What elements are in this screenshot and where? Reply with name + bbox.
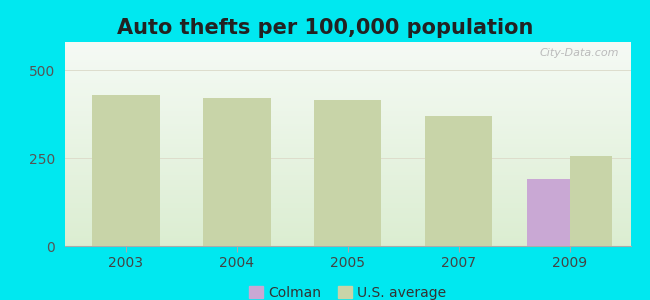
Bar: [65, 103, 630, 106]
Bar: [65, 70, 630, 73]
Bar: [65, 57, 630, 60]
Bar: [65, 52, 630, 55]
Bar: [65, 197, 630, 200]
Bar: [65, 95, 630, 98]
Bar: [65, 73, 630, 75]
Bar: [65, 131, 630, 134]
Bar: [65, 88, 630, 90]
Bar: [65, 78, 630, 80]
Bar: [65, 60, 630, 62]
Bar: [65, 141, 630, 144]
Bar: [65, 129, 630, 131]
Bar: [65, 218, 630, 220]
Bar: [65, 241, 630, 244]
Bar: [65, 172, 630, 175]
Bar: [65, 195, 630, 197]
Bar: [65, 180, 630, 182]
Bar: [65, 124, 630, 126]
Bar: [65, 42, 630, 44]
Bar: [65, 106, 630, 108]
Bar: [92, 95, 160, 246]
Bar: [569, 156, 612, 246]
Bar: [65, 228, 630, 231]
Bar: [65, 159, 630, 162]
Bar: [65, 233, 630, 236]
Bar: [65, 98, 630, 101]
Bar: [65, 93, 630, 95]
Bar: [65, 55, 630, 57]
Bar: [65, 223, 630, 226]
Bar: [65, 146, 630, 149]
Bar: [65, 113, 630, 116]
Bar: [65, 116, 630, 118]
Bar: [65, 157, 630, 159]
Bar: [314, 100, 382, 246]
Bar: [65, 244, 630, 246]
Bar: [65, 238, 630, 241]
Bar: [65, 162, 630, 164]
Bar: [65, 83, 630, 85]
Bar: [65, 134, 630, 136]
Bar: [65, 65, 630, 68]
Bar: [65, 50, 630, 52]
Bar: [65, 205, 630, 208]
Bar: [65, 62, 630, 65]
Bar: [65, 154, 630, 157]
Bar: [65, 108, 630, 111]
Bar: [65, 236, 630, 238]
Bar: [65, 149, 630, 152]
Bar: [65, 139, 630, 141]
Bar: [65, 210, 630, 213]
Bar: [65, 75, 630, 78]
Bar: [65, 215, 630, 218]
Bar: [65, 121, 630, 124]
Bar: [65, 213, 630, 215]
Bar: [65, 152, 630, 154]
Bar: [65, 126, 630, 129]
Bar: [65, 175, 630, 177]
Bar: [65, 182, 630, 185]
Bar: [65, 68, 630, 70]
Bar: [65, 100, 630, 103]
Bar: [65, 193, 630, 195]
Bar: [65, 118, 630, 121]
Bar: [65, 226, 630, 228]
Legend: Colman, U.S. average: Colman, U.S. average: [249, 286, 447, 300]
Bar: [65, 220, 630, 223]
Text: City-Data.com: City-Data.com: [540, 48, 619, 58]
Bar: [65, 136, 630, 139]
Bar: [65, 231, 630, 233]
Bar: [65, 164, 630, 167]
Bar: [65, 208, 630, 210]
Bar: [65, 200, 630, 203]
Bar: [65, 203, 630, 205]
Bar: [65, 167, 630, 169]
Bar: [65, 111, 630, 113]
Bar: [65, 44, 630, 47]
Bar: [65, 169, 630, 172]
Bar: [65, 80, 630, 83]
Bar: [425, 116, 492, 246]
Bar: [65, 185, 630, 187]
Bar: [65, 187, 630, 190]
Bar: [65, 144, 630, 146]
Text: Auto thefts per 100,000 population: Auto thefts per 100,000 population: [117, 18, 533, 38]
Bar: [65, 90, 630, 93]
Bar: [65, 177, 630, 180]
Bar: [65, 47, 630, 50]
Bar: [65, 190, 630, 193]
Bar: [527, 179, 569, 246]
Bar: [65, 85, 630, 88]
Bar: [203, 98, 270, 246]
